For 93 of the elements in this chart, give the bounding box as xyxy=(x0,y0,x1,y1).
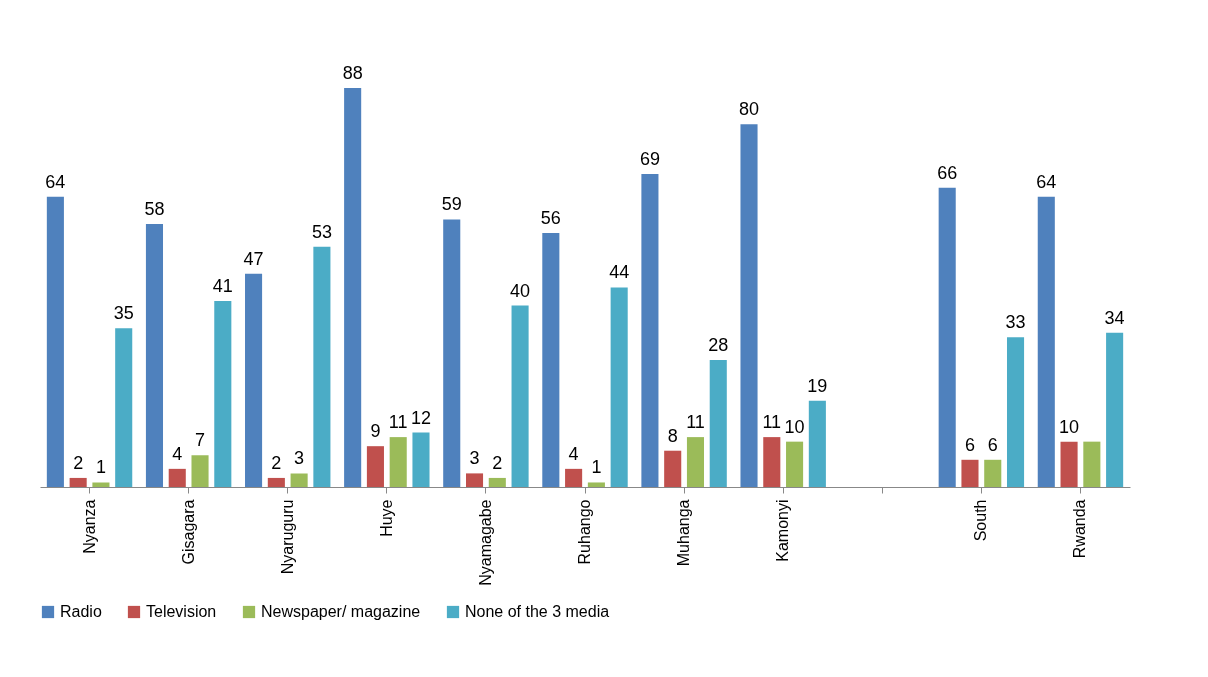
legend-label: None of the 3 media xyxy=(465,603,610,620)
x-tick-label: South xyxy=(972,499,990,542)
x-tick-label: Gisagara xyxy=(179,499,197,565)
data-label: 53 xyxy=(311,221,332,242)
data-label: 12 xyxy=(410,407,431,428)
data-label: 11 xyxy=(686,412,705,433)
bar xyxy=(641,174,659,487)
bar xyxy=(191,455,209,487)
bar xyxy=(214,301,232,487)
bar xyxy=(587,482,605,487)
data-label: 69 xyxy=(639,149,660,170)
bar xyxy=(542,233,560,487)
bar xyxy=(938,187,956,487)
data-label: 64 xyxy=(45,171,66,192)
data-label: 10 xyxy=(784,416,805,437)
x-tick-label: Nyamagabe xyxy=(476,499,494,586)
data-label: 11 xyxy=(762,412,782,433)
data-label: 19 xyxy=(807,375,828,396)
data-label: 1 xyxy=(95,457,106,478)
data-label: 3 xyxy=(469,448,480,469)
data-label: 28 xyxy=(708,335,729,356)
data-label: 6 xyxy=(987,434,998,455)
bar xyxy=(412,432,430,487)
bar xyxy=(389,437,407,487)
bar xyxy=(46,196,64,487)
legend-label: Television xyxy=(146,603,217,620)
bar xyxy=(69,477,87,487)
data-label: 66 xyxy=(937,162,958,183)
bar xyxy=(168,468,186,487)
data-label: 7 xyxy=(195,430,206,451)
bar xyxy=(511,305,529,487)
bar xyxy=(1083,441,1101,487)
bar xyxy=(245,273,263,487)
data-label: 44 xyxy=(609,262,630,283)
data-label: 56 xyxy=(540,208,561,229)
data-label: 2 xyxy=(73,452,84,473)
data-label: 4 xyxy=(172,443,183,464)
bar xyxy=(984,459,1002,487)
x-tick-label: Nyanza xyxy=(80,499,98,554)
bar xyxy=(1060,441,1078,487)
bar xyxy=(267,477,285,487)
data-label: 58 xyxy=(144,198,165,219)
data-label: 9 xyxy=(370,421,381,442)
data-label: 33 xyxy=(1005,312,1026,333)
bar xyxy=(443,219,461,487)
x-tick-label: Kamonyi xyxy=(774,499,792,562)
x-tick-label: Ruhango xyxy=(576,499,593,565)
bar xyxy=(344,87,362,487)
bar xyxy=(488,477,506,487)
data-label: 64 xyxy=(1036,171,1057,192)
data-label: 4 xyxy=(568,443,579,464)
x-tick-label: Nyaruguru xyxy=(278,499,296,575)
data-label: 3 xyxy=(294,448,305,469)
data-label: 8 xyxy=(667,425,678,446)
bar xyxy=(1006,337,1025,487)
bar xyxy=(92,482,110,487)
bar xyxy=(565,468,583,487)
bar xyxy=(290,473,308,487)
bar xyxy=(664,450,682,487)
bar xyxy=(808,400,826,487)
data-label: 88 xyxy=(342,62,363,83)
bar xyxy=(610,287,628,487)
bar xyxy=(366,446,384,487)
data-label: 59 xyxy=(441,194,462,215)
bar xyxy=(465,473,484,487)
data-label: 10 xyxy=(1059,416,1080,437)
bar xyxy=(1037,196,1055,487)
bar xyxy=(115,328,133,487)
x-tick-label: Huye xyxy=(377,499,395,537)
bar xyxy=(763,437,781,487)
bar xyxy=(709,360,727,487)
data-label: 41 xyxy=(212,276,233,297)
data-label: 6 xyxy=(964,434,975,455)
bar xyxy=(1106,332,1124,487)
data-label: 1 xyxy=(591,457,602,478)
data-label: 34 xyxy=(1104,307,1125,328)
bar xyxy=(145,223,164,487)
legend-label: Newspaper/ magazine xyxy=(261,603,421,620)
legend-label: Radio xyxy=(60,603,102,620)
bar xyxy=(740,124,758,487)
data-label: 40 xyxy=(510,280,531,301)
x-tick-label: Rwanda xyxy=(1071,499,1089,559)
data-label: 47 xyxy=(243,248,264,269)
x-tick-label: Muhanga xyxy=(675,499,693,567)
bar xyxy=(961,459,979,487)
data-label: 2 xyxy=(271,452,282,473)
bar xyxy=(786,441,804,487)
data-label: 11 xyxy=(388,412,408,433)
data-label: 35 xyxy=(113,303,134,324)
data-label: 80 xyxy=(739,99,760,120)
bar xyxy=(313,246,331,487)
bar xyxy=(686,437,705,487)
data-label: 2 xyxy=(492,452,503,473)
